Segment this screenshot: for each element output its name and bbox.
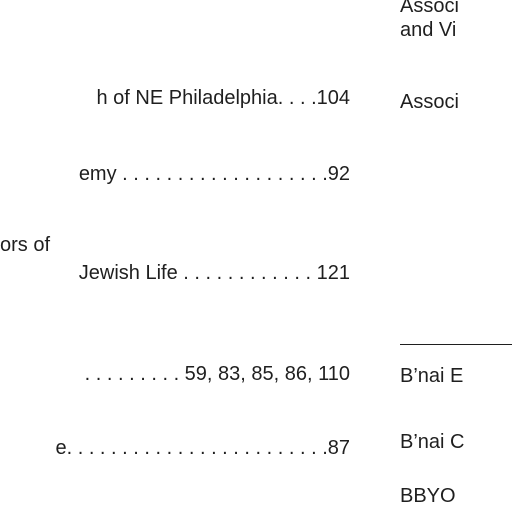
index-entry-text: emy . . . . . . . . . . . . . . . . . . … bbox=[78, 163, 350, 185]
index-entry-text: . . . . . . . . . 59, 83, 85, 86, 110 bbox=[84, 363, 350, 385]
index-entry-right: Associ bbox=[400, 0, 459, 17]
index-entry-right: Associ bbox=[400, 91, 459, 113]
index-entry-line-2: Jewish Life . . . . . . . . . . . . 121 bbox=[78, 262, 350, 284]
index-entry-right: BBYO bbox=[400, 485, 456, 507]
index-entry: h of NE Philadelphia. . . .104 bbox=[0, 86, 351, 112]
index-entry: e. . . . . . . . . . . . . . . . . . . .… bbox=[0, 436, 350, 462]
index-entry-right: B’nai E bbox=[400, 365, 464, 387]
index-entry-right: B’nai C bbox=[400, 431, 465, 453]
index-entry-text: e. . . . . . . . . . . . . . . . . . . .… bbox=[55, 437, 350, 459]
index-entry-right: and Vi bbox=[400, 19, 457, 41]
index-entry: emy . . . . . . . . . . . . . . . . . . … bbox=[0, 162, 350, 188]
index-entry-line-1: ors of bbox=[0, 234, 51, 256]
index-column-right: Associ and Vi Associ B’nai E B’nai C BBY… bbox=[400, 0, 512, 512]
section-divider bbox=[400, 344, 512, 345]
index-entry: . . . . . . . . . 59, 83, 85, 86, 110 bbox=[0, 362, 350, 388]
index-entry-text: h of NE Philadelphia. . . .104 bbox=[96, 87, 351, 109]
index-column-left: h of NE Philadelphia. . . .104 emy . . .… bbox=[0, 86, 351, 462]
index-entry-wrapped: ors of Jewish Life . . . . . . . . . . .… bbox=[0, 232, 350, 284]
